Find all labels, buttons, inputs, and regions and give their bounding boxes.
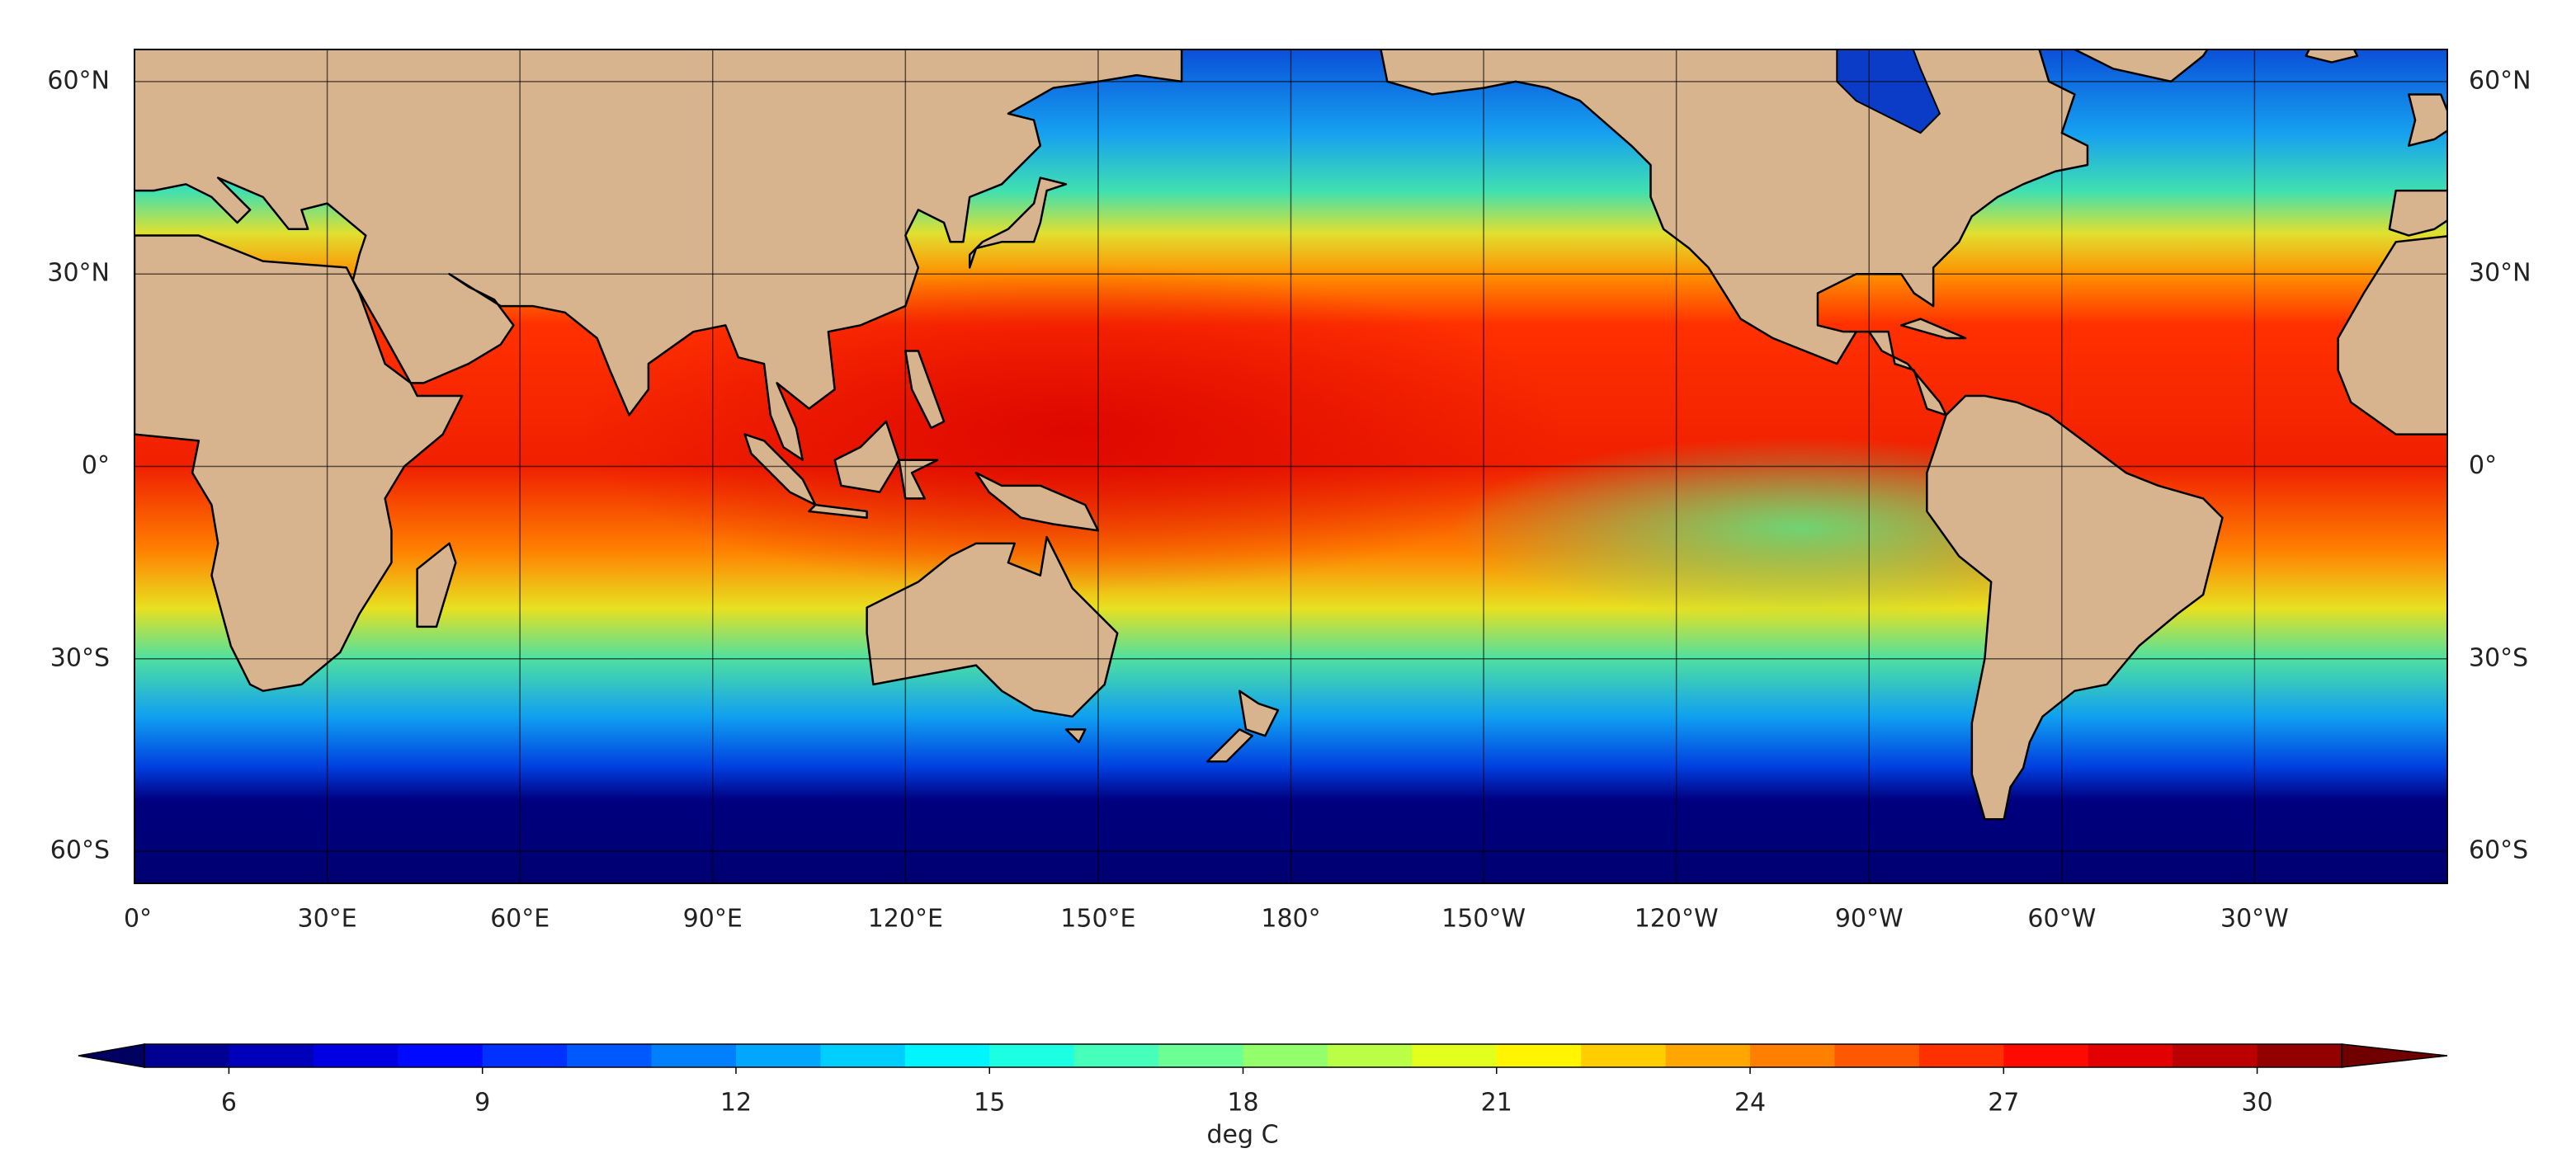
colorbar-label: deg C bbox=[1206, 1121, 1278, 1150]
colorbar-bin bbox=[1918, 1044, 2004, 1067]
tasmania bbox=[1066, 729, 1085, 742]
colorbar-bin bbox=[989, 1044, 1075, 1067]
sulawesi bbox=[899, 460, 938, 499]
japan bbox=[970, 178, 1066, 268]
colorbar-bin bbox=[1581, 1044, 1667, 1067]
map-frame bbox=[134, 49, 2448, 884]
colorbar-bin bbox=[651, 1044, 737, 1067]
x-tick-label: 120°E bbox=[868, 905, 943, 934]
cuba bbox=[1901, 319, 1965, 338]
y-tick-label-left: 0° bbox=[82, 451, 110, 480]
y-tick-label-right: 60°S bbox=[2469, 836, 2528, 865]
south-america bbox=[1927, 396, 2222, 819]
europe-west bbox=[2390, 191, 2447, 235]
colorbar-bin bbox=[820, 1044, 906, 1067]
x-tick-label: 60°W bbox=[2027, 905, 2096, 934]
colorbar-bin bbox=[567, 1044, 653, 1067]
africa bbox=[134, 236, 462, 691]
eurasia bbox=[134, 49, 1182, 460]
new-zealand-north bbox=[1239, 691, 1278, 736]
colorbar-tick-label: 21 bbox=[1481, 1089, 1512, 1118]
colorbar-tick-label: 12 bbox=[720, 1089, 752, 1118]
colorbar-bin bbox=[2003, 1044, 2089, 1067]
north-america bbox=[1375, 49, 2088, 415]
land bbox=[134, 49, 2447, 819]
australia bbox=[867, 537, 1118, 717]
colorbar-bin bbox=[1412, 1044, 1498, 1067]
x-tick-label: 90°E bbox=[683, 905, 743, 934]
java bbox=[809, 505, 867, 518]
colorbar-bin bbox=[1750, 1044, 1835, 1067]
colorbar-bin bbox=[1073, 1044, 1159, 1067]
colorbar-tick-label: 6 bbox=[221, 1089, 237, 1118]
colorbar-bin bbox=[1327, 1044, 1413, 1067]
uk bbox=[2409, 94, 2447, 145]
x-tick-label: 30°W bbox=[2220, 905, 2289, 934]
y-tick-label-right: 0° bbox=[2469, 451, 2497, 480]
grid bbox=[134, 49, 2447, 883]
colorbar-bin bbox=[2088, 1044, 2173, 1067]
colorbar-bin bbox=[1665, 1044, 1751, 1067]
colorbar-bin bbox=[313, 1044, 399, 1067]
colorbar-tick-label: 18 bbox=[1227, 1089, 1258, 1118]
colorbar-bin bbox=[144, 1044, 229, 1067]
x-tick-label: 120°W bbox=[1635, 905, 1719, 934]
colorbar-tick-label: 27 bbox=[1988, 1089, 2019, 1118]
x-tick-label: 30°E bbox=[298, 905, 357, 934]
colorbar-tick-label: 24 bbox=[1734, 1089, 1766, 1118]
x-tick-label: 60°E bbox=[490, 905, 550, 934]
colorbar: 6 9 12 15 18 21 24 27 30 bbox=[78, 1043, 2448, 1118]
new-zealand-south bbox=[1207, 729, 1253, 761]
x-tick-label: 150°W bbox=[1441, 905, 1526, 934]
x-tick-label: 0° bbox=[124, 905, 152, 934]
greenland bbox=[2062, 49, 2229, 82]
hudson-bay bbox=[1837, 49, 1940, 133]
africa-west bbox=[2338, 236, 2447, 435]
y-tick-label-left: 30°N bbox=[47, 259, 110, 288]
madagascar bbox=[418, 544, 456, 627]
y-tick-label-right: 30°N bbox=[2469, 259, 2531, 288]
colorbar-tick-label: 30 bbox=[2241, 1089, 2272, 1118]
x-tick-label: 150°E bbox=[1060, 905, 1135, 934]
y-tick-label-left: 30°S bbox=[50, 643, 110, 672]
colorbar-extend-min bbox=[78, 1043, 145, 1068]
y-tick-label-left: 60°S bbox=[50, 836, 110, 865]
colorbar-extend-max bbox=[2341, 1043, 2448, 1068]
colorbar-bin bbox=[482, 1044, 568, 1067]
colorbar-bin bbox=[2173, 1044, 2258, 1067]
colorbar-bin bbox=[1158, 1044, 1243, 1067]
axis-labels: 0° 30°E 60°E 90°E 120°E 150°E 180° 150°W 120°W 90… bbox=[47, 66, 2531, 933]
y-tick-label-left: 60°N bbox=[47, 66, 110, 95]
colorbar-bin bbox=[1496, 1044, 1582, 1067]
colorbar-bin bbox=[735, 1044, 821, 1067]
colorbar-bin bbox=[229, 1044, 314, 1067]
colorbar-bin bbox=[2257, 1044, 2342, 1067]
iceland bbox=[2306, 49, 2357, 62]
map-area bbox=[134, 49, 2447, 883]
colorbar-tick-label: 9 bbox=[474, 1089, 490, 1118]
colorbar-bin bbox=[904, 1044, 990, 1067]
colorbar-bin bbox=[1834, 1044, 1920, 1067]
colorbar-tick-label: 15 bbox=[974, 1089, 1005, 1118]
colorbar-bin bbox=[1243, 1044, 1328, 1067]
philippines bbox=[905, 351, 944, 428]
y-tick-label-right: 30°S bbox=[2469, 643, 2528, 672]
x-tick-label: 90°W bbox=[1835, 905, 1904, 934]
x-tick-label: 180° bbox=[1261, 905, 1320, 934]
colorbar-bin bbox=[398, 1044, 484, 1067]
y-tick-label-right: 60°N bbox=[2469, 66, 2531, 95]
